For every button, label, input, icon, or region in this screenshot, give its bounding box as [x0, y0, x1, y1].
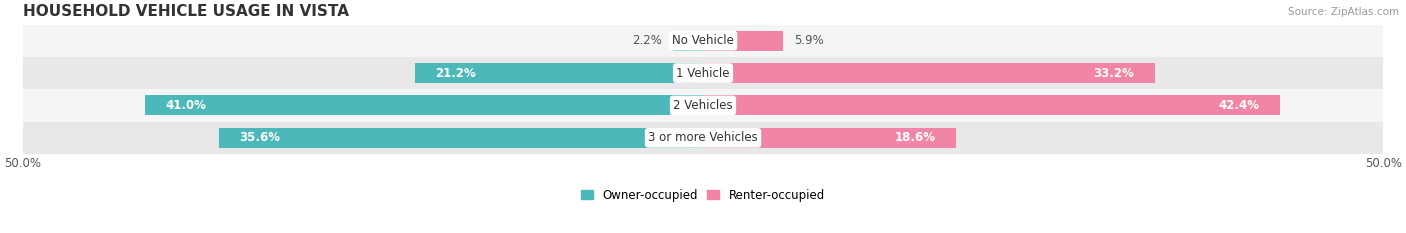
- Bar: [703, 128, 956, 148]
- Text: 18.6%: 18.6%: [894, 131, 935, 144]
- Bar: [703, 95, 1279, 116]
- Text: 5.9%: 5.9%: [794, 34, 824, 47]
- Text: 21.2%: 21.2%: [434, 67, 475, 79]
- Text: 41.0%: 41.0%: [166, 99, 207, 112]
- Text: No Vehicle: No Vehicle: [672, 34, 734, 47]
- Bar: [22, 57, 1384, 89]
- Bar: [22, 24, 1384, 57]
- Bar: [22, 89, 1384, 122]
- Bar: [703, 63, 1154, 83]
- Bar: [218, 128, 703, 148]
- Text: 42.4%: 42.4%: [1219, 99, 1260, 112]
- Text: 1 Vehicle: 1 Vehicle: [676, 67, 730, 79]
- Text: 2 Vehicles: 2 Vehicles: [673, 99, 733, 112]
- Bar: [703, 31, 783, 51]
- Text: 35.6%: 35.6%: [239, 131, 280, 144]
- Bar: [415, 63, 703, 83]
- Text: HOUSEHOLD VEHICLE USAGE IN VISTA: HOUSEHOLD VEHICLE USAGE IN VISTA: [22, 4, 349, 19]
- Bar: [673, 31, 703, 51]
- Text: Source: ZipAtlas.com: Source: ZipAtlas.com: [1288, 7, 1399, 17]
- Text: 33.2%: 33.2%: [1094, 67, 1135, 79]
- Text: 2.2%: 2.2%: [633, 34, 662, 47]
- Bar: [145, 95, 703, 116]
- Text: 3 or more Vehicles: 3 or more Vehicles: [648, 131, 758, 144]
- Bar: [22, 122, 1384, 154]
- Legend: Owner-occupied, Renter-occupied: Owner-occupied, Renter-occupied: [576, 184, 830, 206]
